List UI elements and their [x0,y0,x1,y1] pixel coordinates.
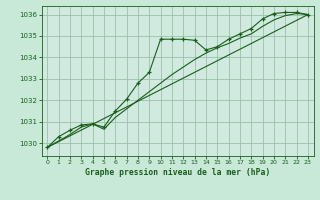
X-axis label: Graphe pression niveau de la mer (hPa): Graphe pression niveau de la mer (hPa) [85,168,270,177]
